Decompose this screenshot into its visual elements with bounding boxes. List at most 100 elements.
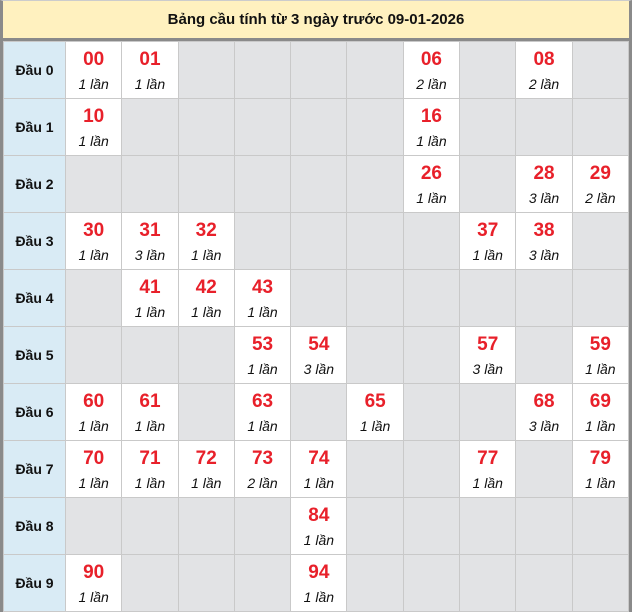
occurrence-count: 1 lần: [359, 417, 391, 434]
occurrence-count: 1 lần: [78, 75, 109, 92]
empty-cell: [177, 383, 235, 441]
empty-cell: [346, 269, 404, 327]
occurrence-count: 3 lần: [528, 246, 560, 263]
empty-cell: [177, 554, 235, 612]
number-cell: 69 1 lần: [571, 383, 630, 441]
empty-cell: [121, 554, 179, 612]
row-label: Đầu 5: [3, 326, 66, 384]
number-value: 73: [251, 447, 274, 469]
number-value: 74: [308, 447, 330, 469]
number-cell: 61 1 lần: [121, 383, 179, 441]
empty-cell: [177, 41, 235, 99]
number-cell: 77 1 lần: [459, 440, 517, 498]
empty-cell: [346, 155, 404, 213]
number-cell: 70 1 lần: [64, 440, 123, 498]
number-value: 68: [533, 390, 555, 412]
number-value: 90: [83, 561, 105, 583]
number-value: 71: [139, 447, 161, 469]
number-value: 72: [195, 447, 217, 469]
number-value: 63: [251, 390, 274, 412]
empty-cell: [233, 155, 292, 213]
number-cell: 65 1 lần: [346, 383, 404, 441]
empty-cell: [121, 497, 179, 555]
number-value: 60: [83, 390, 105, 412]
empty-cell: [571, 212, 630, 270]
empty-cell: [121, 155, 179, 213]
occurrence-count: 3 lần: [528, 417, 560, 434]
number-value: 41: [139, 276, 161, 298]
occurrence-count: 1 lần: [472, 474, 503, 491]
number-value: 43: [251, 276, 274, 298]
occurrence-count: 2 lần: [416, 75, 447, 92]
row-label: Đầu 4: [3, 269, 66, 327]
occurrence-count: 1 lần: [247, 360, 278, 377]
empty-cell: [290, 269, 348, 327]
number-value: 57: [477, 333, 499, 355]
occurrence-count: 1 lần: [191, 303, 222, 320]
empty-cell: [290, 155, 348, 213]
occurrence-count: 2 lần: [247, 474, 278, 491]
number-cell: 28 3 lần: [515, 155, 573, 213]
number-value: 08: [533, 48, 555, 70]
number-value: 26: [420, 162, 442, 184]
number-value: 32: [195, 219, 217, 241]
empty-cell: [121, 326, 179, 384]
occurrence-count: 1 lần: [191, 474, 222, 491]
row-label: Đầu 2: [3, 155, 66, 213]
occurrence-count: 2 lần: [528, 75, 560, 92]
number-value: 00: [83, 48, 105, 70]
occurrence-count: 3 lần: [303, 360, 335, 377]
empty-cell: [346, 554, 404, 612]
empty-cell: [346, 212, 404, 270]
number-cell: 54 3 lần: [290, 326, 348, 384]
table-row: Đầu 4 41 1 lần 42 1 lần 43 1 lần: [3, 269, 630, 327]
table-row: Đầu 9 90 1 lần 94 1 lần: [3, 554, 630, 612]
empty-cell: [177, 155, 235, 213]
empty-cell: [64, 326, 123, 384]
number-value: 77: [477, 447, 499, 469]
row-label: Đầu 7: [3, 440, 66, 498]
empty-cell: [515, 269, 573, 327]
number-cell: 32 1 lần: [177, 212, 235, 270]
empty-cell: [459, 98, 517, 156]
number-cell: 38 3 lần: [515, 212, 573, 270]
table-row: Đầu 1 10 1 lần 16 1 lần: [3, 98, 630, 156]
number-cell: 30 1 lần: [64, 212, 123, 270]
empty-cell: [459, 269, 517, 327]
number-cell: 73 2 lần: [233, 440, 292, 498]
table-row: Đầu 8 84 1 lần: [3, 497, 630, 555]
table-row: Đầu 0 00 1 lần 01 1 lần 06 2 lần 08 2 lần: [3, 41, 630, 99]
number-cell: 43 1 lần: [233, 269, 292, 327]
occurrence-count: 1 lần: [78, 417, 109, 434]
occurrence-count: 2 lần: [585, 189, 616, 206]
empty-cell: [233, 41, 292, 99]
empty-cell: [402, 440, 461, 498]
empty-cell: [233, 554, 292, 612]
number-cell: 06 2 lần: [402, 41, 461, 99]
occurrence-count: 3 lần: [472, 360, 503, 377]
number-cell: 31 3 lần: [121, 212, 179, 270]
number-cell: 59 1 lần: [571, 326, 630, 384]
number-value: 65: [364, 390, 386, 412]
row-label: Đầu 0: [3, 41, 66, 99]
occurrence-count: 3 lần: [134, 246, 166, 263]
number-value: 61: [139, 390, 161, 412]
number-value: 53: [251, 333, 274, 355]
number-cell: 42 1 lần: [177, 269, 235, 327]
empty-cell: [515, 554, 573, 612]
empty-cell: [402, 326, 461, 384]
occurrence-count: 1 lần: [134, 417, 166, 434]
empty-cell: [459, 41, 517, 99]
table-row: Đầu 3 30 1 lần 31 3 lần 32 1 lần 37 1 lần 38 3 lần: [3, 212, 630, 270]
number-value: 94: [308, 561, 330, 583]
empty-cell: [571, 554, 630, 612]
table-row: Đầu 2 26 1 lần 28 3 lần 29 2 lần: [3, 155, 630, 213]
empty-cell: [346, 440, 404, 498]
occurrence-count: 1 lần: [134, 474, 166, 491]
number-cell: 41 1 lần: [121, 269, 179, 327]
number-cell: 71 1 lần: [121, 440, 179, 498]
number-cell: 74 1 lần: [290, 440, 348, 498]
occurrence-count: 1 lần: [78, 132, 109, 149]
empty-cell: [571, 497, 630, 555]
empty-cell: [233, 212, 292, 270]
